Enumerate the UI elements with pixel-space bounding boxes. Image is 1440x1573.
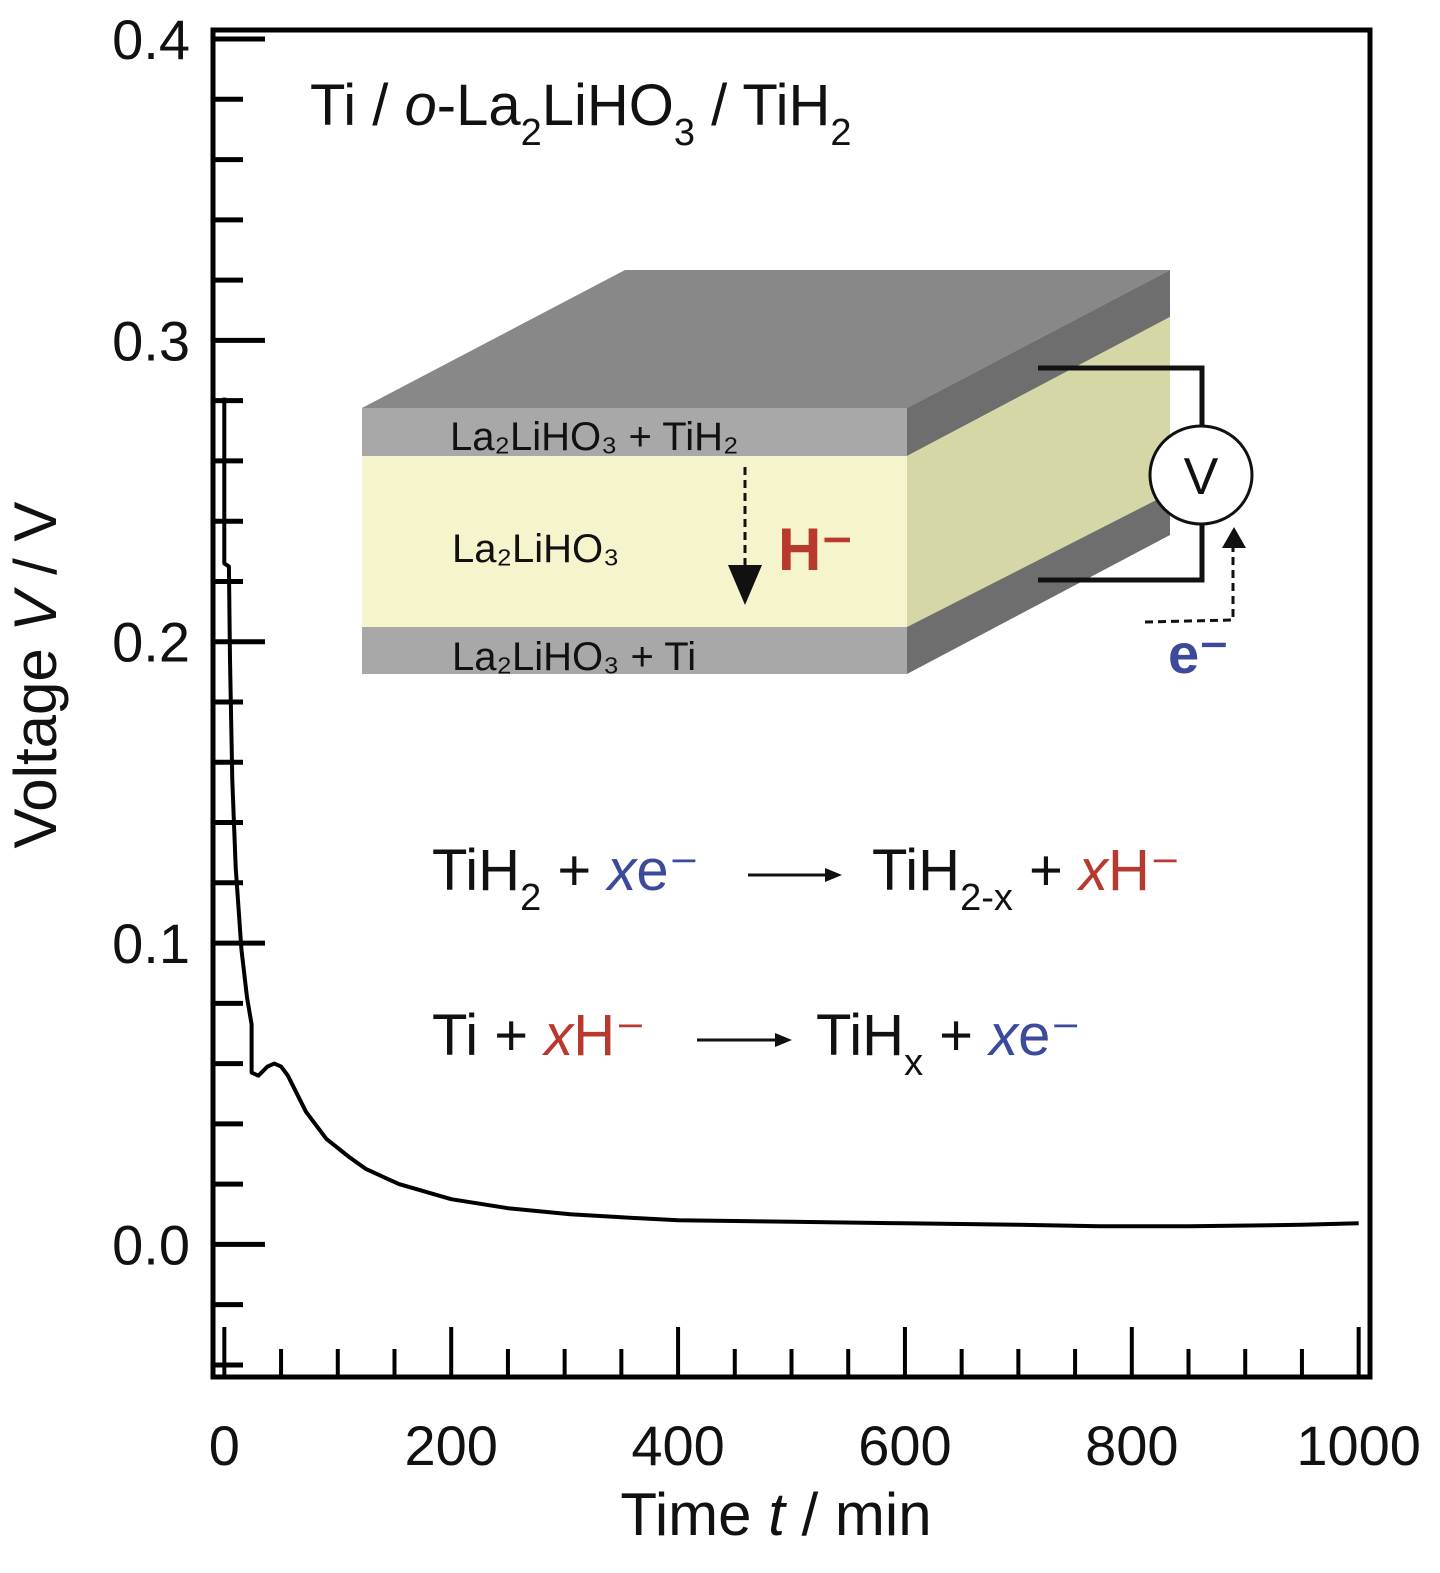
plot-frame <box>210 27 1373 1380</box>
layer-top <box>362 408 907 456</box>
side-bottom-layer <box>907 493 1170 674</box>
wire-top <box>1038 365 1205 426</box>
arrow-head-icon <box>1222 527 1246 548</box>
cell-label: Ti / o-La2LiHO3 / TiH2 <box>310 73 852 154</box>
x-tick-label: 0 <box>209 1414 240 1477</box>
voltmeter-icon <box>1148 424 1254 526</box>
x-tick-label: 200 <box>404 1414 497 1477</box>
arrow-head-icon <box>728 565 762 605</box>
y-tick-label: 0.0 <box>112 1213 190 1276</box>
side-top-layer <box>907 270 1170 456</box>
tick-labels: 0.0 0.1 0.2 0.3 0.4 0 200 400 600 800 1000 <box>112 8 1421 1477</box>
arrow-head-icon <box>775 1033 792 1047</box>
y-tick-label: 0.3 <box>112 309 190 372</box>
reaction-equation-1: TiH2 + xe⁻ TiH2-x + xH⁻ <box>432 838 1180 919</box>
electron-flow-arrow <box>1144 545 1235 624</box>
x-axis-label: Time t / min <box>620 1481 931 1548</box>
x-tick-label: 400 <box>631 1414 724 1477</box>
cell-schematic: La₂LiHO₃ + TiH₂ La₂LiHO₃ La₂LiHO₃ + Ti H… <box>362 270 1254 685</box>
y-axis-label: Voltage V / V <box>2 502 69 849</box>
wire-bottom <box>1038 524 1205 583</box>
electron-label: e⁻ <box>1168 622 1229 685</box>
layer-bottom <box>362 627 907 674</box>
voltage-series-line <box>222 397 1359 1229</box>
hydride-ion-label: H⁻ <box>778 516 853 583</box>
top-face <box>362 270 1170 408</box>
voltmeter-label: V <box>1184 448 1219 506</box>
x-tick-label: 1000 <box>1296 1414 1421 1477</box>
y-tick-label: 0.2 <box>112 611 190 674</box>
layer-bottom-label: La₂LiHO₃ + Ti <box>452 635 696 679</box>
y-tick-label: 0.1 <box>112 912 190 975</box>
layer-top-label: La₂LiHO₃ + TiH₂ <box>450 415 739 459</box>
side-middle-layer <box>907 317 1170 627</box>
layer-middle-label: La₂LiHO₃ <box>452 527 619 571</box>
reaction-equation-2: Ti + xH⁻ TiHx + xe⁻ <box>432 1003 1081 1084</box>
x-tick-label: 600 <box>858 1414 951 1477</box>
layer-middle <box>362 456 907 627</box>
y-tick-label: 0.4 <box>112 8 190 71</box>
arrow-head-icon <box>825 868 842 882</box>
x-tick-label: 800 <box>1085 1414 1178 1477</box>
